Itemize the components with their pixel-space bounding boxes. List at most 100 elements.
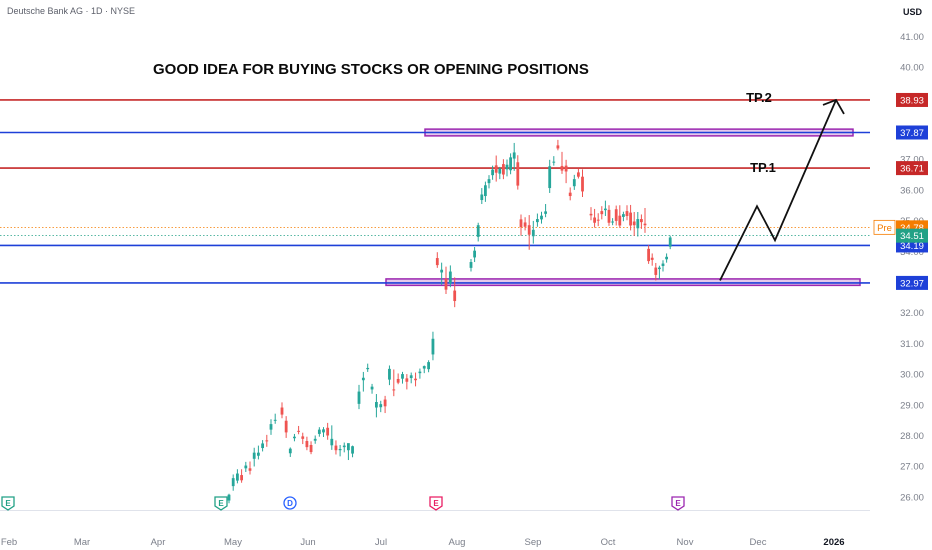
candle-body bbox=[560, 165, 564, 171]
candle bbox=[401, 371, 404, 384]
candle-body bbox=[600, 211, 604, 215]
candle bbox=[519, 214, 523, 236]
candle-body bbox=[444, 278, 448, 290]
candle bbox=[330, 425, 334, 450]
candle bbox=[265, 434, 269, 447]
candle bbox=[231, 474, 235, 491]
candle-body bbox=[227, 494, 231, 501]
price-tick: 30.00 bbox=[900, 370, 924, 381]
price-tick: 28.00 bbox=[900, 431, 924, 442]
candle bbox=[527, 215, 531, 250]
earnings-icon[interactable] bbox=[429, 496, 443, 511]
candle bbox=[396, 373, 400, 385]
candle bbox=[572, 174, 576, 190]
candle-body bbox=[273, 419, 277, 421]
candle bbox=[240, 469, 243, 483]
candle bbox=[491, 165, 494, 180]
dividend-icon[interactable] bbox=[283, 496, 297, 510]
candle-body bbox=[347, 443, 350, 451]
event-marker[interactable]: D bbox=[283, 496, 297, 510]
price-tag bbox=[896, 228, 928, 243]
candle bbox=[261, 440, 264, 452]
candle-body bbox=[334, 445, 338, 451]
idea-title: GOOD IDEA FOR BUYING STOCKS OR OPENING P… bbox=[153, 61, 589, 78]
candle-body bbox=[544, 211, 547, 214]
candle-body bbox=[317, 429, 321, 434]
candle bbox=[661, 260, 665, 272]
candle-body bbox=[288, 448, 292, 454]
candle-body bbox=[297, 430, 300, 432]
candle-body bbox=[494, 165, 498, 173]
candle bbox=[498, 166, 502, 180]
candle-body bbox=[244, 465, 248, 469]
candle-body bbox=[622, 214, 625, 217]
candle-body bbox=[361, 377, 365, 381]
candle-body bbox=[512, 152, 516, 159]
candle-body bbox=[342, 445, 346, 448]
candle-body bbox=[484, 185, 487, 197]
candle-body bbox=[618, 215, 622, 226]
candle bbox=[596, 213, 600, 227]
candle-body bbox=[248, 468, 252, 471]
time-axis[interactable]: Feb Mar Apr May Jun Jul Aug Sep Oct Nov Dec 2026 bbox=[1, 537, 845, 548]
candle-body bbox=[252, 452, 256, 459]
earnings-icon[interactable] bbox=[214, 496, 228, 511]
event-marker[interactable]: E bbox=[671, 496, 685, 511]
candle-body bbox=[607, 209, 611, 223]
time-tick: Nov bbox=[677, 537, 694, 548]
candle-body bbox=[577, 172, 580, 177]
candle bbox=[480, 188, 484, 205]
candle-body bbox=[309, 444, 313, 453]
pre-badge bbox=[873, 219, 896, 235]
candle-body bbox=[540, 215, 543, 220]
event-marker[interactable]: E bbox=[214, 496, 228, 511]
tp1-label: TP.1 bbox=[750, 160, 776, 175]
candle bbox=[536, 213, 539, 227]
level-tag-value: 37.87 bbox=[900, 128, 924, 139]
candle-body bbox=[236, 473, 239, 481]
event-label: E bbox=[218, 499, 224, 508]
candle-body bbox=[435, 258, 439, 266]
candle-body bbox=[516, 162, 520, 186]
candle-body bbox=[440, 269, 444, 273]
candle bbox=[505, 159, 509, 177]
candle-body bbox=[531, 229, 535, 237]
price-tick: 26.00 bbox=[900, 492, 924, 503]
candle bbox=[540, 211, 543, 224]
candle bbox=[643, 208, 647, 233]
price-tag-value: 34.51 bbox=[900, 231, 924, 242]
earnings-icon[interactable] bbox=[671, 496, 685, 511]
candle bbox=[418, 368, 422, 379]
price-tick: 32.00 bbox=[900, 308, 924, 319]
price-tick: 40.00 bbox=[900, 63, 924, 74]
candle-body bbox=[383, 399, 387, 407]
candle-body bbox=[305, 440, 309, 448]
candle-body bbox=[505, 164, 509, 170]
candle bbox=[568, 187, 572, 201]
candle-body bbox=[654, 267, 658, 275]
candle bbox=[409, 372, 413, 384]
candle bbox=[512, 142, 516, 171]
candle bbox=[604, 200, 607, 216]
candle-body bbox=[629, 212, 632, 226]
candle bbox=[560, 151, 564, 174]
candle bbox=[544, 204, 547, 218]
candle-body bbox=[313, 438, 317, 441]
event-marker[interactable]: E bbox=[1, 496, 15, 511]
event-marker[interactable]: E bbox=[429, 496, 443, 511]
candle bbox=[252, 447, 256, 467]
candle bbox=[334, 440, 338, 455]
candle bbox=[593, 208, 596, 228]
candle-body bbox=[357, 391, 361, 404]
candle bbox=[431, 331, 435, 361]
candle bbox=[636, 212, 640, 237]
candle-body bbox=[640, 219, 643, 223]
candle bbox=[611, 218, 614, 226]
candle bbox=[309, 441, 313, 455]
candle-body bbox=[396, 378, 400, 383]
candle bbox=[347, 443, 350, 461]
candle-body bbox=[322, 429, 325, 433]
earnings-icon[interactable] bbox=[1, 496, 15, 511]
candle bbox=[248, 461, 252, 475]
